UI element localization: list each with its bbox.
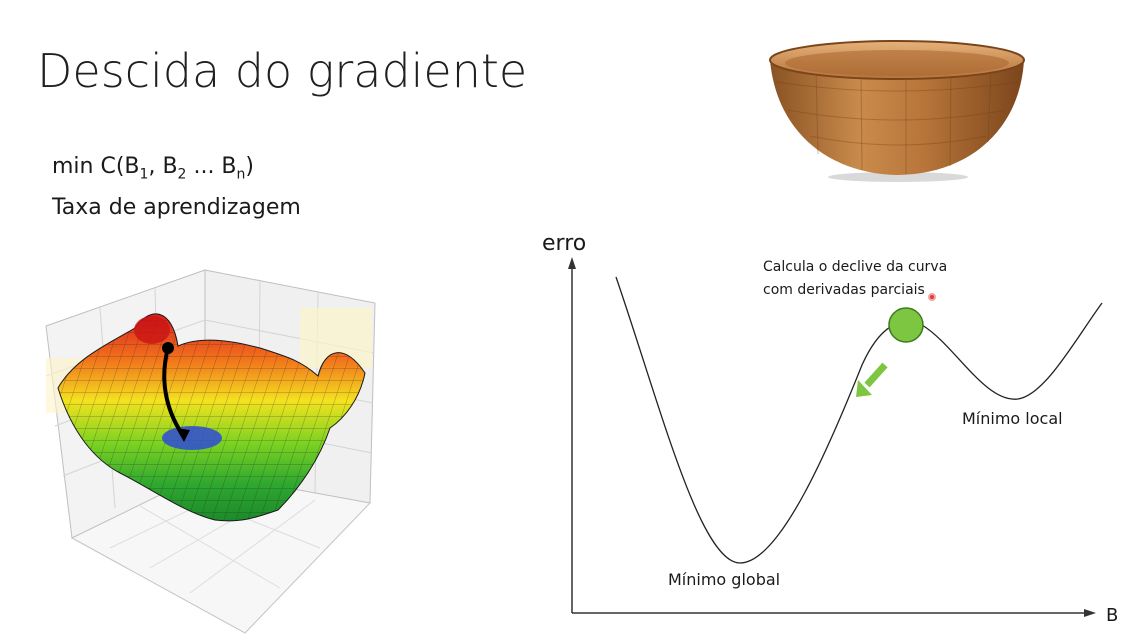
- gradient-descent-curve-diagram: erro B Calcula o declive da curva com de…: [542, 231, 1118, 626]
- error-curve: [615, 276, 1103, 564]
- wooden-bowl-image: [769, 40, 1025, 182]
- descent-direction-arrow-icon: [856, 362, 888, 397]
- global-minimum-label: Mínimo global: [668, 570, 780, 589]
- bullet-list: min C(B1, B2 ... Bn) Taxa de aprendizage…: [52, 150, 301, 225]
- x-axis-arrowhead: [1084, 609, 1096, 617]
- annotation-line-1: Calcula o declive da curva: [763, 259, 947, 275]
- y-axis-label: erro: [542, 231, 586, 256]
- learning-rate-text: Taxa de aprendizagem: [52, 195, 301, 221]
- cursor-pointer-dot: [930, 295, 934, 299]
- annotation-line-2: com derivadas parciais: [763, 282, 925, 298]
- cost-formula: min C(B1, B2 ... Bn): [52, 154, 254, 183]
- local-minimum-label: Mínimo local: [962, 409, 1063, 428]
- x-axis-label: B: [1106, 605, 1118, 626]
- slide-title: Descida do gradiente: [37, 44, 528, 98]
- ball-icon: [888, 307, 924, 343]
- y-axis-arrowhead: [568, 257, 576, 269]
- error-surface-3d-image: [45, 269, 376, 634]
